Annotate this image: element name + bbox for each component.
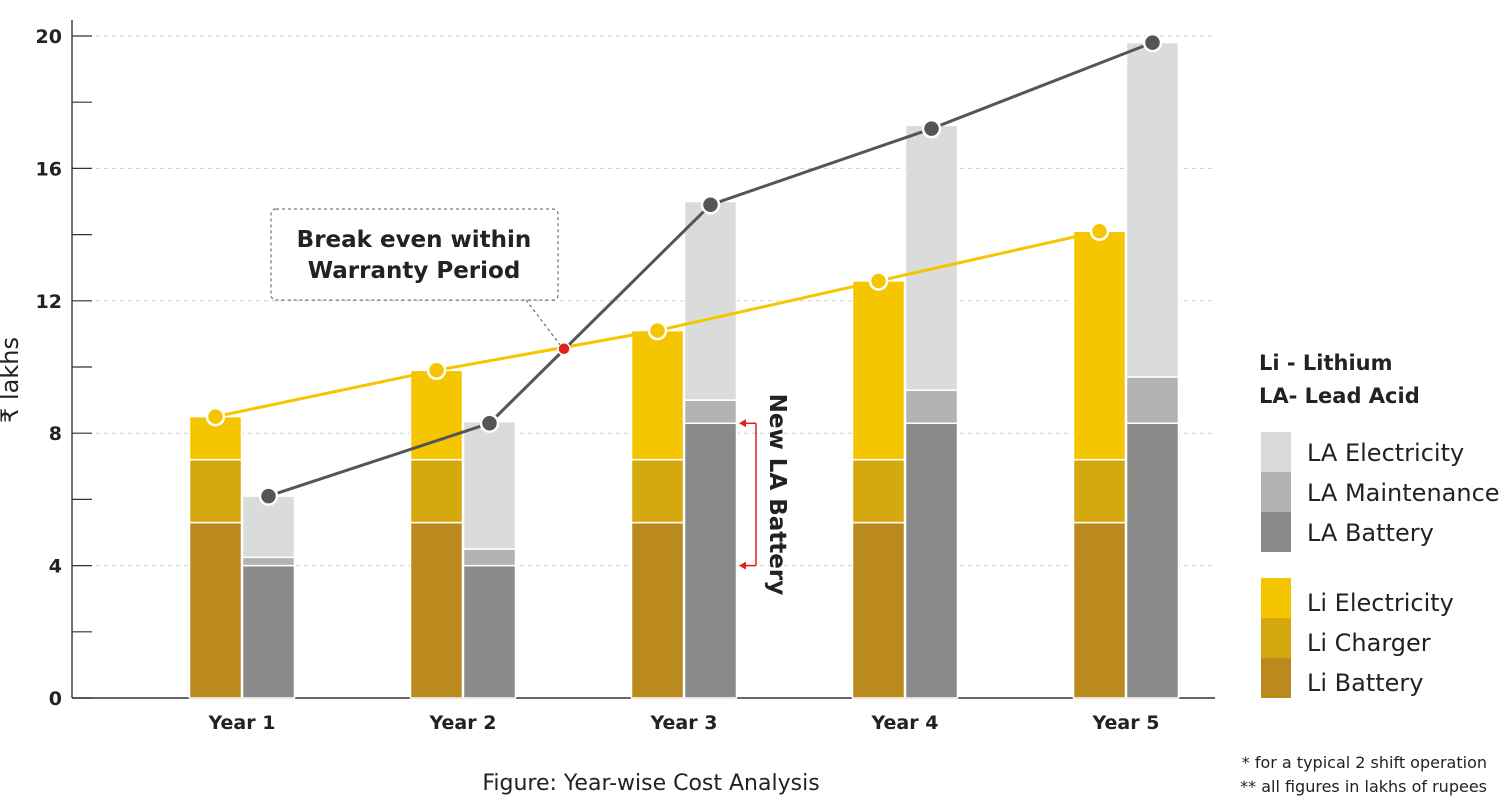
y-tick-label: 12 [36,291,62,313]
bar-la-battery [241,564,296,699]
point-li-total [647,320,668,341]
bar-la-maintenance [241,556,296,567]
point-la-total [1142,32,1163,53]
legend-swatch [1261,578,1291,618]
bar-la-electricity [683,200,738,401]
legend-swatch [1261,618,1291,658]
legend-swatch [1261,432,1291,472]
point-li-total [205,406,226,427]
bar-la-battery [462,564,517,699]
break-even-marker [557,342,571,356]
bar-la-electricity [1125,41,1180,378]
y-axis-label: ₹ lakhs [0,337,24,423]
arrow-head-bottom [739,561,746,570]
bar-la-maintenance [462,548,517,567]
break-even-text: Break even within [297,227,532,253]
arrow-head-top [739,419,746,428]
y-tick-label: 20 [36,26,62,48]
bar-li-battery [630,521,685,699]
legend-label: Li Electricity [1307,589,1454,617]
footnote: ** all figures in lakhs of rupees [1240,777,1487,796]
legend-label: LA Electricity [1307,439,1464,467]
x-tick-label: Year 3 [650,712,718,734]
bar-li-battery [851,521,906,699]
bar-li-battery [1072,521,1127,699]
break-even-callout-box [270,208,559,301]
x-tick-label: Year 4 [871,712,939,734]
point-la-total [258,486,279,506]
bar-li-charger [188,458,243,524]
x-tick-label: Year 5 [1092,712,1160,734]
bar-li-electricity [1072,230,1127,461]
legend-label: Li Charger [1307,629,1431,657]
bar-li-battery [188,521,243,699]
legend-label: LA Battery [1307,519,1434,547]
point-li-total [426,360,447,381]
x-tick-label: Year 1 [208,712,276,734]
point-la-total [700,195,721,215]
bar-la-battery [904,422,959,699]
footnote: * for a typical 2 shift operation [1242,753,1487,772]
x-tick-label: Year 2 [429,712,497,734]
bar-la-maintenance [1125,376,1180,425]
point-la-total [921,118,942,139]
bar-li-charger [409,458,464,524]
point-li-total [1089,221,1110,242]
bar-li-electricity [851,280,906,461]
bar-li-charger [630,458,685,524]
legend-label: LA Maintenance [1307,479,1500,507]
legend-swatch [1261,472,1291,512]
bar-la-maintenance [683,399,738,425]
bar-li-electricity [630,329,685,461]
y-tick-label: 8 [49,423,62,445]
legend-swatch [1261,512,1291,552]
bar-li-battery [409,521,464,699]
legend-heading: LA- Lead Acid [1259,384,1420,408]
bar-la-electricity [904,124,959,391]
y-tick-label: 4 [49,556,62,578]
point-la-total [479,413,500,434]
point-li-total [868,271,889,291]
new-battery-label: New LA Battery [764,394,790,596]
bar-la-electricity [462,420,517,550]
legend-label: Li Battery [1307,669,1424,697]
bar-li-charger [1072,458,1127,524]
legend-heading: Li - Lithium [1259,351,1393,375]
bar-li-charger [851,458,906,524]
break-even-text: Warranty Period [308,258,521,284]
y-tick-label: 16 [36,158,62,180]
legend-swatch [1261,658,1291,698]
bar-la-battery [1125,422,1180,699]
bar-la-battery [683,422,738,699]
y-tick-label: 0 [49,688,62,710]
break-even-leader [525,299,561,346]
figure-caption: Figure: Year-wise Cost Analysis [482,771,819,796]
bar-la-maintenance [904,389,959,425]
